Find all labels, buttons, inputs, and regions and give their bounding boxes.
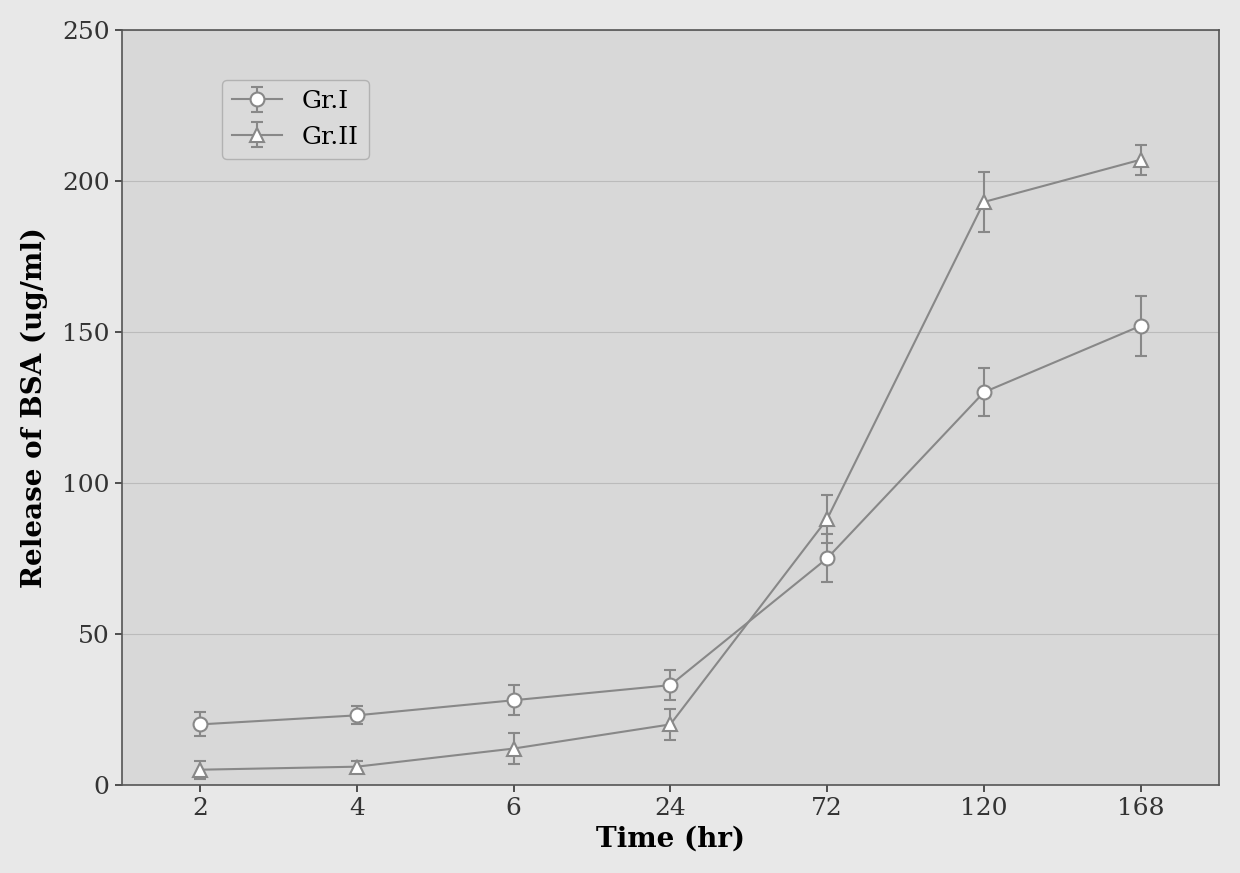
X-axis label: Time (hr): Time (hr) bbox=[596, 825, 745, 852]
Y-axis label: Release of BSA (ug/ml): Release of BSA (ug/ml) bbox=[21, 227, 48, 588]
Legend: Gr.I, Gr.II: Gr.I, Gr.II bbox=[222, 80, 368, 159]
